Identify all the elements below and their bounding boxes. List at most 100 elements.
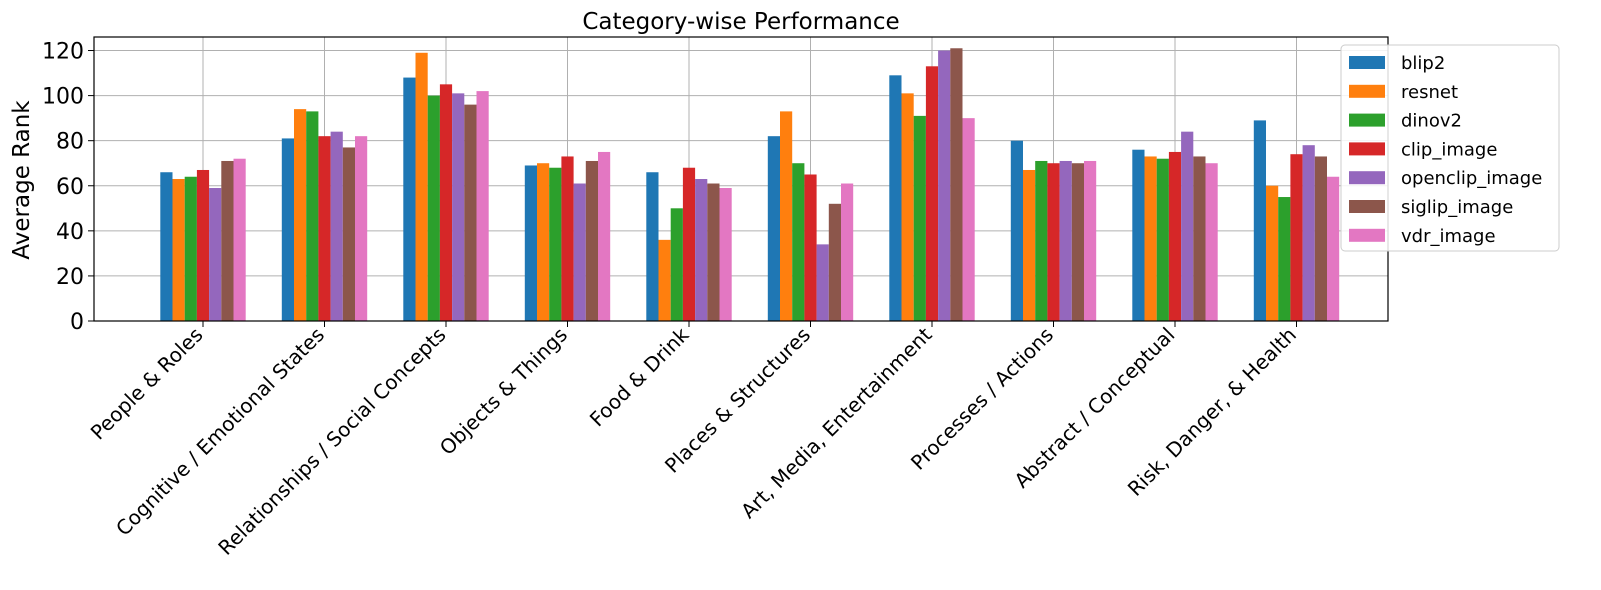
legend-label-siglip_image: siglip_image bbox=[1401, 197, 1513, 218]
bar-vdr_image-9 bbox=[1327, 176, 1340, 321]
bar-clip_image-6 bbox=[925, 66, 939, 321]
bar-openclip_image-6 bbox=[938, 50, 951, 322]
bar-clip_image-5 bbox=[804, 174, 817, 321]
bar-dinov2-1 bbox=[306, 111, 319, 321]
y-tick-label: 80 bbox=[56, 130, 84, 155]
legend-box bbox=[1340, 44, 1560, 252]
bar-vdr_image-1 bbox=[355, 136, 368, 321]
legend-swatch-vdr_image bbox=[1349, 228, 1385, 242]
bar-blip2-9 bbox=[1253, 120, 1266, 322]
bar-openclip_image-8 bbox=[1181, 131, 1194, 321]
bar-siglip_image-6 bbox=[950, 48, 963, 322]
bar-dinov2-8 bbox=[1156, 158, 1169, 321]
legend-label-openclip_image: openclip_image bbox=[1401, 168, 1542, 189]
x-tick-label: Food & Drink bbox=[585, 322, 694, 431]
bar-siglip_image-0 bbox=[221, 160, 234, 321]
bar-dinov2-4 bbox=[670, 208, 683, 321]
y-ticks: 0 20 40 60 80 100 120 bbox=[42, 40, 94, 335]
bar-vdr_image-0 bbox=[233, 158, 246, 321]
bar-resnet-5 bbox=[780, 111, 793, 321]
bar-clip_image-7 bbox=[1047, 163, 1060, 321]
bar-openclip_image-2 bbox=[452, 93, 465, 321]
x-tick-label: Cognitive / Emotional States bbox=[111, 323, 329, 541]
y-tick-label: 60 bbox=[56, 175, 84, 200]
bar-siglip_image-5 bbox=[828, 203, 841, 321]
bar-dinov2-3 bbox=[549, 167, 562, 321]
bar-vdr_image-4 bbox=[719, 188, 732, 321]
legend-swatch-blip2 bbox=[1349, 56, 1385, 69]
bar-resnet-6 bbox=[901, 93, 914, 321]
bar-vdr_image-8 bbox=[1205, 163, 1218, 321]
bar-resnet-7 bbox=[1023, 169, 1036, 321]
x-tick-label: Objects & Things bbox=[435, 323, 572, 460]
bar-vdr_image-2 bbox=[476, 91, 489, 321]
bar-clip_image-3 bbox=[561, 156, 574, 321]
legend-swatch-resnet bbox=[1349, 84, 1385, 98]
y-tick-label: 100 bbox=[42, 85, 84, 110]
bar-dinov2-6 bbox=[913, 115, 926, 321]
bar-clip_image-2 bbox=[439, 84, 453, 321]
bar-dinov2-7 bbox=[1035, 160, 1048, 321]
bar-siglip_image-4 bbox=[707, 183, 720, 321]
bar-blip2-3 bbox=[524, 165, 537, 321]
bar-blip2-0 bbox=[160, 172, 173, 321]
bar-openclip_image-7 bbox=[1059, 160, 1072, 321]
bar-blip2-6 bbox=[889, 75, 902, 321]
legend-label-blip2: blip2 bbox=[1401, 53, 1445, 74]
bar-siglip_image-3 bbox=[585, 160, 598, 321]
bar-blip2-8 bbox=[1132, 149, 1145, 321]
bar-blip2-1 bbox=[281, 138, 294, 321]
bar-siglip_image-2 bbox=[464, 104, 477, 321]
bar-openclip_image-0 bbox=[209, 188, 222, 321]
bar-dinov2-0 bbox=[184, 176, 197, 321]
y-tick-label: 0 bbox=[70, 310, 84, 335]
bar-resnet-2 bbox=[415, 52, 428, 322]
bar-vdr_image-5 bbox=[841, 183, 854, 321]
bar-clip_image-0 bbox=[196, 169, 210, 321]
chart-title: Category-wise Performance bbox=[582, 9, 899, 35]
bar-dinov2-2 bbox=[427, 95, 440, 321]
bar-vdr_image-3 bbox=[598, 151, 611, 321]
legend-swatch-siglip_image bbox=[1349, 200, 1385, 213]
y-tick-label: 120 bbox=[42, 40, 84, 65]
legend-label-clip_image: clip_image bbox=[1401, 139, 1497, 160]
bar-openclip_image-1 bbox=[330, 131, 343, 321]
bar-resnet-1 bbox=[294, 109, 307, 321]
bar-resnet-0 bbox=[172, 179, 185, 321]
bar-vdr_image-6 bbox=[962, 118, 975, 322]
bar-siglip_image-1 bbox=[342, 147, 355, 321]
x-tick-label: People & Roles bbox=[86, 323, 208, 445]
bar-openclip_image-9 bbox=[1302, 145, 1315, 321]
bar-openclip_image-5 bbox=[816, 244, 829, 321]
legend-label-vdr_image: vdr_image bbox=[1401, 226, 1496, 247]
bar-vdr_image-7 bbox=[1084, 160, 1097, 321]
bar-clip_image-8 bbox=[1168, 151, 1182, 321]
bar-blip2-4 bbox=[646, 172, 659, 321]
bar-dinov2-9 bbox=[1278, 197, 1291, 321]
bar-clip_image-9 bbox=[1290, 154, 1303, 321]
x-tick-label: Relationships / Social Concepts bbox=[213, 323, 450, 560]
bar-clip_image-1 bbox=[318, 136, 331, 321]
bars bbox=[160, 48, 1340, 322]
y-tick-label: 40 bbox=[56, 220, 84, 245]
legend-swatch-openclip_image bbox=[1349, 171, 1385, 185]
legend-swatch-dinov2 bbox=[1349, 113, 1385, 127]
bar-blip2-2 bbox=[403, 77, 416, 321]
bar-resnet-9 bbox=[1266, 185, 1279, 321]
y-tick-label: 20 bbox=[56, 265, 84, 290]
bar-resnet-8 bbox=[1144, 156, 1157, 321]
bar-resnet-4 bbox=[658, 239, 671, 321]
x-tick-label: Art, Media, Entertainment bbox=[736, 322, 937, 523]
bar-clip_image-4 bbox=[682, 167, 696, 321]
bar-blip2-5 bbox=[767, 136, 780, 321]
legend-label-dinov2: dinov2 bbox=[1401, 111, 1462, 132]
legend-label-resnet: resnet bbox=[1401, 82, 1458, 103]
bar-dinov2-5 bbox=[792, 163, 805, 321]
bar-openclip_image-3 bbox=[573, 183, 586, 321]
legend-swatch-clip_image bbox=[1349, 142, 1385, 156]
bar-siglip_image-7 bbox=[1071, 163, 1084, 321]
bar-siglip_image-9 bbox=[1314, 156, 1327, 321]
legend: blip2 resnet dinov2 clip_image openclip_imag… bbox=[1340, 44, 1560, 252]
